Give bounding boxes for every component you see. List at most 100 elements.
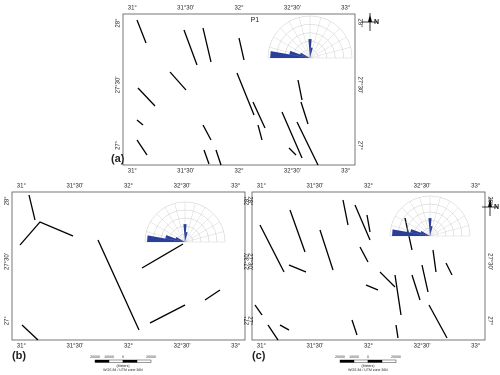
rose-spoke — [309, 36, 347, 59]
north-label: N — [374, 19, 379, 26]
lon-label: 31°30' — [66, 344, 83, 350]
rose-spoke — [401, 207, 431, 237]
lon-label: 31°30' — [306, 344, 323, 350]
lon-label: 31°30' — [66, 184, 83, 190]
rose-spoke — [184, 213, 214, 243]
scale-segment — [136, 359, 152, 363]
rose-petal — [428, 218, 432, 236]
map-frame — [122, 13, 356, 166]
lineaments — [136, 19, 319, 166]
rose-petal — [289, 50, 310, 58]
annotation: P1 — [251, 17, 260, 24]
rose-spoke — [309, 17, 322, 59]
rose-spoke — [309, 28, 340, 59]
scale-segment — [94, 359, 110, 363]
panel-label: (a) — [111, 153, 125, 165]
scale-datum: WGS 84 / UTM zone 36N — [103, 368, 143, 372]
lon-label: 32°30' — [414, 184, 431, 190]
lon-label: 33° — [471, 344, 481, 350]
lon-label: 31° — [128, 6, 138, 12]
rose-spoke — [409, 201, 431, 237]
lon-label: 31°30' — [306, 184, 323, 190]
north-label: N — [494, 204, 499, 211]
lat-label: 27° — [356, 141, 362, 151]
rose-spoke — [184, 221, 220, 243]
rose-spoke — [184, 231, 224, 243]
rose-spoke — [298, 17, 311, 59]
lat-label: 27° — [116, 140, 122, 150]
rose-spoke — [429, 215, 465, 237]
lat-label: 27°30' — [116, 77, 122, 94]
lat-label: 27°30' — [246, 253, 252, 270]
lon-label: 32° — [124, 344, 134, 350]
scale-segment — [353, 359, 369, 363]
scale-datum: WGS 84 / UTM zone 36N — [348, 368, 388, 372]
lon-label: 31° — [17, 344, 27, 350]
map-frame — [251, 191, 486, 341]
rose-spoke — [164, 207, 186, 243]
scale-unit: (Meters) — [116, 364, 129, 368]
lon-label: 32° — [234, 169, 244, 175]
scale-label: 20000 — [146, 355, 156, 359]
lon-label: 31° — [17, 184, 27, 190]
lat-label: 27°30' — [486, 253, 492, 270]
lon-label: 32°30' — [414, 344, 431, 350]
lon-label: 32° — [124, 184, 134, 190]
lon-label: 32° — [364, 184, 374, 190]
rose-petal — [392, 229, 430, 236]
lon-label: 32°30' — [174, 344, 191, 350]
scale-label: 20000 — [90, 355, 100, 359]
scale-label: 20000 — [335, 355, 345, 359]
lat-label: 27°30' — [356, 77, 362, 94]
rose-petal — [410, 229, 430, 236]
lineaments — [254, 199, 453, 341]
scale-label: 0 — [367, 355, 369, 359]
rose-spoke — [288, 21, 311, 59]
lat-label: 27° — [246, 316, 252, 326]
lat-label: 27°30' — [245, 253, 251, 270]
rose-spoke — [429, 201, 451, 237]
lon-label: 33° — [231, 344, 241, 350]
scale-segment — [108, 359, 124, 363]
lat-label: 27°30' — [5, 253, 11, 270]
rose-spoke — [429, 225, 469, 237]
north-arrow — [368, 14, 372, 22]
rose-spoke — [429, 207, 459, 237]
scale-segment — [381, 359, 397, 363]
rose-spoke — [280, 28, 311, 59]
rose-spoke — [156, 213, 186, 243]
rose-petal — [430, 226, 433, 236]
rose-petal — [147, 235, 185, 242]
north-arrow — [488, 199, 492, 207]
rose-petal — [183, 224, 187, 242]
lon-label: 33° — [341, 6, 351, 12]
lat-label: 27° — [245, 316, 251, 326]
lon-label: 33° — [471, 184, 481, 190]
scale-segment — [339, 359, 355, 363]
lat-label: 28° — [245, 196, 251, 206]
rose-spoke — [309, 21, 332, 59]
scale-unit: (Meters) — [361, 364, 374, 368]
rose-petal — [270, 51, 310, 58]
rose-spoke — [309, 46, 351, 59]
lon-label: 31° — [257, 344, 267, 350]
rose-petal — [185, 232, 188, 242]
scale-segment — [367, 359, 383, 363]
map-frame — [11, 191, 246, 341]
lineaments — [19, 194, 221, 341]
rose-petal — [310, 47, 313, 58]
lon-label: 32° — [234, 6, 244, 12]
lon-label: 32°30' — [174, 184, 191, 190]
rose-spoke — [419, 197, 431, 237]
lat-label: 28° — [486, 196, 492, 206]
rose-petal — [300, 52, 310, 58]
panel-label: (b) — [12, 350, 26, 362]
rose-petal — [165, 235, 185, 242]
lon-label: 33° — [341, 169, 351, 175]
lon-label: 32° — [364, 344, 374, 350]
lon-label: 33° — [231, 184, 241, 190]
rose-petal — [308, 39, 312, 58]
scale-label: 0 — [122, 355, 124, 359]
scale-label: 10000 — [349, 355, 359, 359]
